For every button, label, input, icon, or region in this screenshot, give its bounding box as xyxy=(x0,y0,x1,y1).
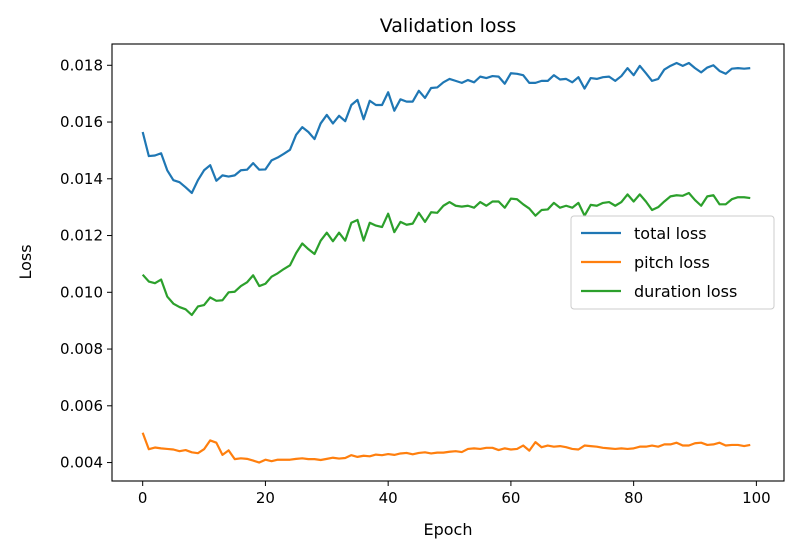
y-tick-label: 0.014 xyxy=(60,170,103,188)
series-line-total-loss xyxy=(141,61,751,195)
x-tick-label: 0 xyxy=(138,489,148,507)
y-tick-label: 0.012 xyxy=(60,227,103,245)
x-tick-label: 20 xyxy=(256,489,275,507)
legend-label-duration-loss: duration loss xyxy=(634,282,737,301)
plot-area xyxy=(141,61,751,464)
x-tick-label: 80 xyxy=(624,489,643,507)
x-axis-label: Epoch xyxy=(424,520,473,539)
legend-label-pitch-loss: pitch loss xyxy=(634,253,710,272)
chart-title: Validation loss xyxy=(380,15,517,37)
y-axis-label: Loss xyxy=(16,244,35,279)
plot-frame xyxy=(111,43,785,482)
y-tick-label: 0.006 xyxy=(60,397,103,415)
x-tick-label: 60 xyxy=(501,489,520,507)
legend-label-total-loss: total loss xyxy=(634,224,707,243)
series-line-duration-loss xyxy=(141,191,751,317)
legend: total loss pitch loss duration loss xyxy=(570,215,775,310)
y-tick-label: 0.016 xyxy=(60,113,103,131)
series-line-pitch-loss xyxy=(141,432,751,464)
y-tick-label: 0.010 xyxy=(60,283,103,301)
y-tick-label: 0.018 xyxy=(60,56,103,74)
x-tick-label: 40 xyxy=(379,489,398,507)
axis-ticks: 0 20 40 60 80 100 0.004 0.006 0.008 0.010 0.012 0.0… xyxy=(60,56,771,507)
y-tick-label: 0.008 xyxy=(60,340,103,358)
y-tick-label: 0.004 xyxy=(60,454,103,472)
legend-box xyxy=(570,215,775,310)
x-tick-label: 100 xyxy=(742,489,771,507)
